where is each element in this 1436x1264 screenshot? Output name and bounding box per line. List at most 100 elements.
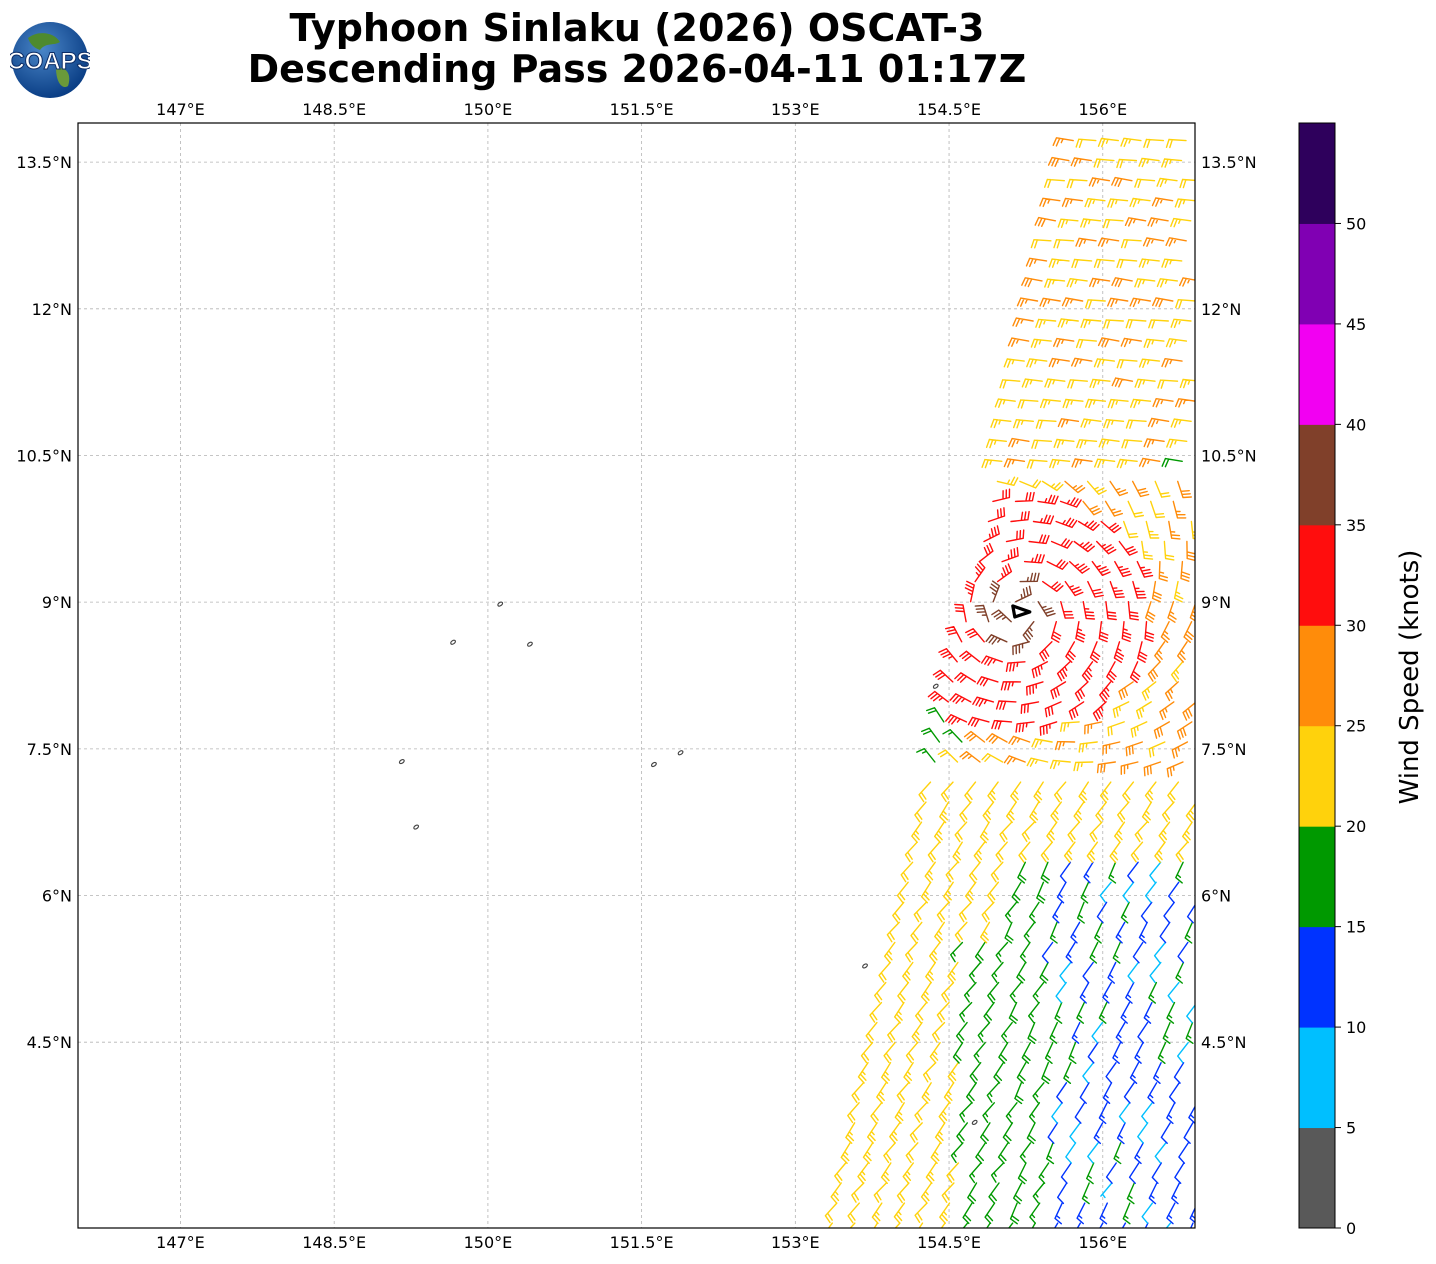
wind-barb	[1134, 278, 1156, 288]
wind-barb	[1099, 781, 1112, 803]
wind-barb	[981, 655, 1003, 666]
wind-barb	[1008, 1001, 1018, 1024]
wind-barb	[1011, 881, 1022, 904]
wind-barb	[1107, 721, 1125, 737]
lon-tick-label-bottom: 156°E	[1078, 1233, 1127, 1252]
wind-barb	[874, 981, 887, 1003]
wind-barb	[940, 781, 954, 803]
wind-barb	[1032, 1082, 1045, 1104]
colorbar-tick-label: 50	[1346, 214, 1366, 233]
wind-barb	[1082, 961, 1094, 984]
wind-barb	[967, 1182, 978, 1205]
wind-barb	[1143, 761, 1162, 777]
wind-barb	[827, 1222, 833, 1228]
wind-barb	[1174, 198, 1195, 208]
wind-barb	[1073, 801, 1085, 823]
wind-barb	[1078, 781, 1089, 804]
wind-barb	[1138, 358, 1161, 368]
wind-barb	[1147, 217, 1169, 227]
wind-barb	[1012, 317, 1034, 327]
wind-barb	[1089, 941, 1099, 964]
wind-barb	[1066, 178, 1088, 189]
wind-barb	[982, 801, 995, 823]
island-outline	[651, 761, 657, 768]
wind-barb	[1151, 580, 1162, 603]
wind-barb	[1156, 278, 1178, 288]
wind-barb	[1136, 701, 1152, 720]
wind-barb	[959, 801, 972, 823]
colorbar-tick-label: 40	[1346, 415, 1366, 434]
wind-barb	[1094, 458, 1116, 468]
wind-barb	[881, 1062, 892, 1084]
wind-barb	[1189, 1206, 1195, 1224]
wind-barb	[1016, 297, 1039, 307]
wind-barb	[1166, 1001, 1176, 1024]
wind-barb	[1124, 217, 1147, 227]
wind-barb	[1063, 1062, 1072, 1084]
wind-barb	[973, 841, 986, 863]
wind-barb	[1125, 419, 1147, 429]
wind-barb	[1065, 641, 1076, 663]
wind-barb	[1085, 398, 1107, 409]
wind-barb	[1084, 198, 1106, 208]
wind-barb	[1097, 237, 1120, 247]
wind-barb	[1123, 1082, 1135, 1104]
wind-barb	[1053, 239, 1075, 249]
wind-barb	[1041, 1062, 1051, 1085]
wind-barb	[1170, 418, 1192, 428]
wind-barb	[964, 781, 977, 803]
wind-barb	[1157, 379, 1179, 389]
wind-barb	[949, 693, 972, 704]
wind-barb	[1033, 781, 1044, 804]
wind-barb	[1160, 621, 1170, 643]
wind-barb	[1060, 601, 1075, 619]
wind-barb	[977, 1021, 991, 1043]
wind-barb	[1071, 258, 1093, 269]
wind-barb	[902, 1162, 914, 1184]
wind-barb	[934, 921, 945, 944]
wind-barb	[1173, 1062, 1185, 1084]
wind-barb	[1023, 921, 1036, 944]
wind-barb	[1098, 1001, 1108, 1024]
wind-barb	[1163, 901, 1175, 923]
wind-barb	[896, 881, 909, 903]
wind-barb	[1143, 338, 1165, 349]
wind-barb	[869, 1001, 883, 1023]
wind-barb	[1144, 621, 1155, 642]
wind-barb	[1030, 338, 1052, 349]
wind-barb	[1049, 458, 1071, 469]
wind-barb	[1081, 661, 1094, 683]
wind-barb	[916, 748, 936, 763]
wind-barb	[847, 1202, 860, 1224]
wind-barb	[1022, 621, 1035, 643]
wind-barb	[1068, 701, 1085, 720]
wind-barb	[1047, 156, 1070, 167]
wind-barb	[904, 841, 918, 863]
wind-barb	[914, 801, 927, 823]
wind-barb	[1056, 881, 1067, 904]
wind-barb	[954, 672, 976, 683]
colorbar-bin	[1299, 1027, 1335, 1129]
wind-barb	[929, 1042, 941, 1064]
wind-barb	[1082, 601, 1096, 620]
wind-barb	[962, 1202, 973, 1225]
lon-tick-label-top: 148.5°E	[302, 100, 366, 119]
wind-barb	[1097, 337, 1120, 348]
wind-barb	[945, 714, 968, 725]
wind-barb	[1138, 258, 1160, 268]
wind-barb	[857, 1162, 869, 1184]
wind-barb	[1021, 277, 1043, 288]
wind-barb	[1047, 1122, 1059, 1144]
wind-barb	[1073, 761, 1094, 772]
wind-barb	[952, 841, 963, 864]
wind-barb	[927, 690, 949, 703]
wind-barb	[1098, 1102, 1108, 1125]
wind-barb	[1132, 941, 1144, 964]
wind-barb	[1080, 418, 1102, 428]
colorbar-bin	[1299, 926, 1335, 1028]
wind-barb	[1086, 1162, 1095, 1185]
wind-barb	[862, 1142, 874, 1164]
wind-barb	[1128, 1162, 1140, 1184]
wind-barb	[920, 1182, 933, 1204]
wind-barb	[1020, 701, 1040, 714]
